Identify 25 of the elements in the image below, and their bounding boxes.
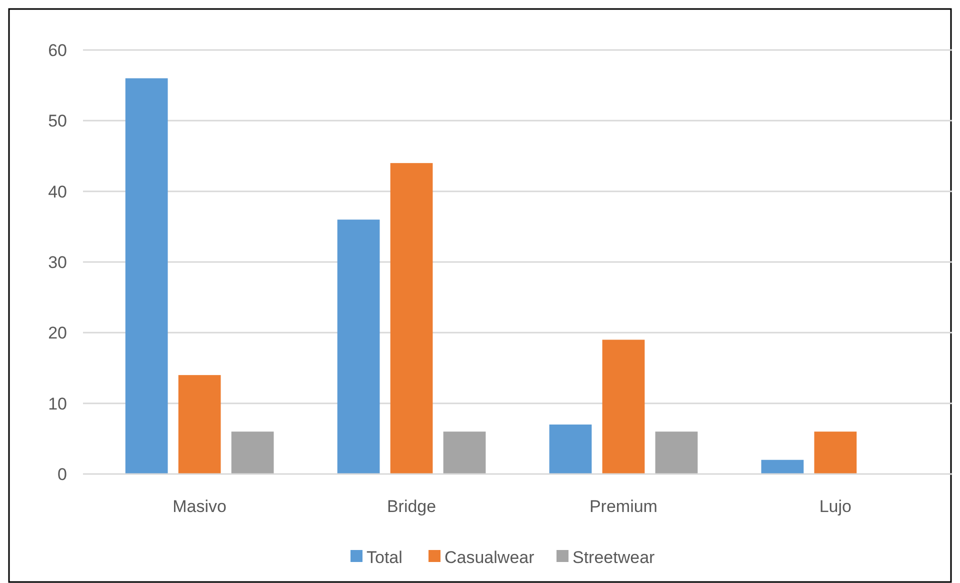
bar: [125, 78, 168, 474]
bar: [814, 432, 857, 474]
y-tick-label: 50: [48, 112, 67, 131]
x-tick-label: Lujo: [819, 497, 852, 516]
y-tick-label: 0: [58, 464, 67, 484]
bar: [655, 432, 698, 474]
bar: [602, 340, 645, 474]
bar: [443, 432, 486, 474]
bar: [390, 163, 433, 474]
y-tick-label: 30: [48, 252, 67, 272]
y-tick-label: 40: [48, 182, 67, 202]
legend-label: Casualwear: [444, 548, 535, 567]
x-tick-label: Masivo: [172, 497, 227, 516]
bar: [337, 220, 380, 474]
legend-label: Total: [366, 548, 402, 567]
x-tick-label: Bridge: [386, 497, 436, 516]
y-tick-label: 10: [48, 394, 67, 414]
bar: [549, 424, 592, 474]
x-tick-label: Premium: [589, 497, 658, 516]
bar: [231, 432, 274, 474]
y-tick-label: 20: [48, 324, 67, 343]
y-tick-label: 60: [48, 40, 67, 60]
bar: [761, 460, 804, 474]
legend-label: Streetwear: [572, 548, 656, 567]
bar: [178, 375, 221, 474]
